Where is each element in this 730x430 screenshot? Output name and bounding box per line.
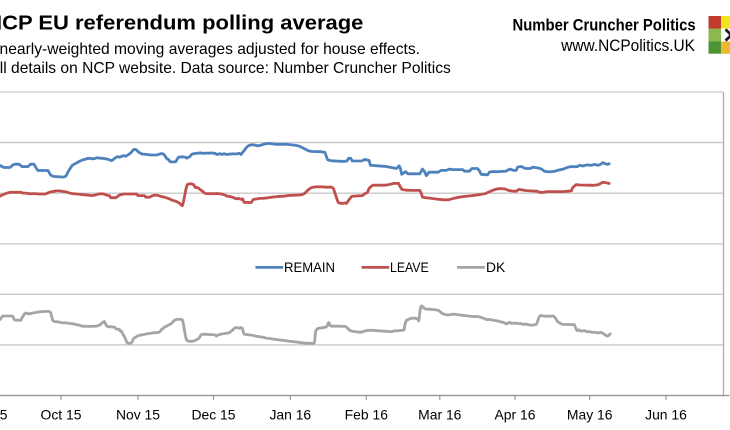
svg-text:Jun 16: Jun 16 bbox=[645, 407, 687, 423]
svg-text:Oct 15: Oct 15 bbox=[41, 407, 82, 423]
svg-text:LEAVE: LEAVE bbox=[390, 260, 429, 275]
svg-text:Full details on NCP website. D: Full details on NCP website. Data source… bbox=[0, 60, 451, 77]
svg-text:Sep 15: Sep 15 bbox=[0, 407, 8, 423]
svg-text:Nov 15: Nov 15 bbox=[116, 407, 160, 423]
svg-text:Feb 16: Feb 16 bbox=[345, 407, 389, 423]
svg-text:Apr 16: Apr 16 bbox=[495, 407, 536, 423]
svg-text:REMAIN: REMAIN bbox=[284, 260, 335, 275]
svg-text:Number Cruncher Politics: Number Cruncher Politics bbox=[513, 17, 696, 35]
svg-text:Dec 15: Dec 15 bbox=[191, 407, 235, 423]
svg-text:Jan 16: Jan 16 bbox=[269, 407, 311, 423]
svg-text:www.NCPolitics.UK: www.NCPolitics.UK bbox=[560, 37, 695, 55]
svg-text:DK: DK bbox=[486, 260, 505, 275]
svg-text:Mar 16: Mar 16 bbox=[418, 407, 462, 423]
svg-text:Linearly-weighted moving avera: Linearly-weighted moving averages adjust… bbox=[0, 41, 420, 58]
svg-text:NCP EU referendum polling aver: NCP EU referendum polling average bbox=[0, 12, 363, 35]
svg-text:May 16: May 16 bbox=[567, 407, 613, 423]
